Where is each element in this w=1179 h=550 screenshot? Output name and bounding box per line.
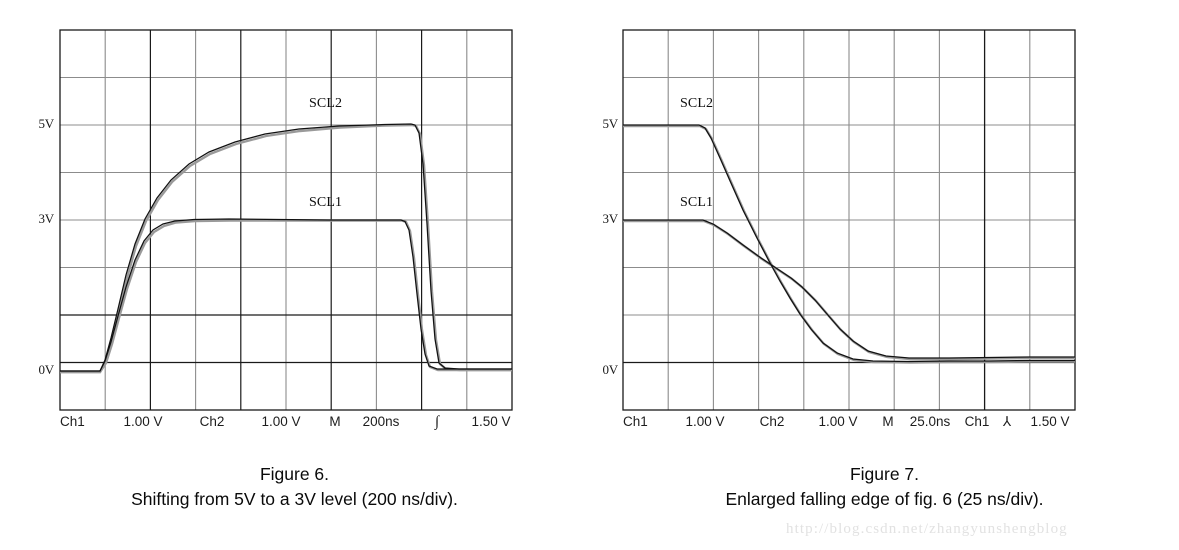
caption-fig7: Figure 7. Enlarged falling edge of fig. … [590,462,1179,512]
trace-scl2-fig6 [60,123,512,372]
readout-timebase-value-fig7: 25.0ns [909,414,951,429]
readout-ch2-scale-fig7: 1.00 V [818,414,858,429]
caption-text-fig6: Shifting from 5V to a 3V level (200 ns/d… [131,489,458,509]
readout-ch2-label-fig6: Ch2 [199,414,225,429]
caption-text-fig7: Enlarged falling edge of fig. 6 (25 ns/d… [725,489,1044,509]
readout-timebase-value-fig6: 200ns [362,414,400,429]
readout-ch1-scale-fig7: 1.00 V [685,414,725,429]
readout-timebase-label-fig6: M [329,414,341,429]
scope-plot-fig7 [622,29,1076,411]
axis-label-3v-fig6: 3V [38,211,55,226]
readout-ch1-scale-fig6: 1.00 V [123,414,163,429]
caption-title-fig7: Figure 7. [849,464,920,484]
trace-label-scl2-fig7: SCL2 [680,96,714,111]
readout-ch1-label-fig7: Ch1 [623,414,648,429]
trace-scl2-ghost-fig6 [60,123,512,374]
grid-border-fig6 [59,29,513,411]
axis-label-5v-fig7: 5V [602,116,619,131]
scope-readout-fig6: Ch1 1.00 V Ch2 1.00 V M 200ns ∫ 1.50 V [60,414,520,431]
trigger-slope-icon-fig6: ∫ [434,414,440,430]
oscilloscope-screen-fig7: 5V 3V 0V SCL2 SCL1 [590,0,1179,440]
scope-plot-fig6 [59,29,513,411]
caption-fig6: Figure 6. Shifting from 5V to a 3V level… [0,462,589,512]
watermark: http://blog.csdn.net/zhangyunshengblog [786,521,1068,537]
axis-label-0v-fig6: 0V [38,362,55,377]
figure-6: 5V 3V 0V SCL2 SCL1 Ch1 1.00 V Ch2 1.00 V… [0,0,589,550]
trace-label-scl1-fig7: SCL1 [680,195,714,210]
trace-scl1-fig7 [623,219,1075,359]
trace-scl1-ghost-fig6 [60,219,512,374]
trace-scl1-fig6 [60,218,512,372]
trigger-slope-icon-fig7: ⅄ [1002,414,1012,429]
oscilloscope-screen-fig6: 5V 3V 0V SCL2 SCL1 [0,0,589,440]
readout-timebase-label-fig7: M [882,414,894,429]
readout-trigger-level-fig6: 1.50 V [471,414,511,429]
readout-trigger-source-fig7: Ch1 [964,414,990,429]
axis-label-3v-fig7: 3V [602,211,619,226]
trace-scl2-fig7 [623,124,1075,363]
readout-ch2-scale-fig6: 1.00 V [261,414,301,429]
readout-trigger-level-fig7: 1.50 V [1030,414,1070,429]
readout-ch1-label-fig6: Ch1 [60,414,85,429]
caption-title-fig6: Figure 6. [259,464,330,484]
axis-label-5v-fig6: 5V [38,116,55,131]
readout-ch2-label-fig7: Ch2 [759,414,785,429]
trace-label-scl2-fig6: SCL2 [309,96,343,111]
figure-7: 5V 3V 0V SCL2 SCL1 Ch1 1.00 V Ch2 1.00 V… [590,0,1179,550]
trace-label-scl1-fig6: SCL1 [309,195,343,210]
scope-readout-fig7: Ch1 1.00 V Ch2 1.00 V M 25.0ns Ch1 ⅄ 1.5… [623,414,1083,430]
axis-label-0v-fig7: 0V [602,362,619,377]
